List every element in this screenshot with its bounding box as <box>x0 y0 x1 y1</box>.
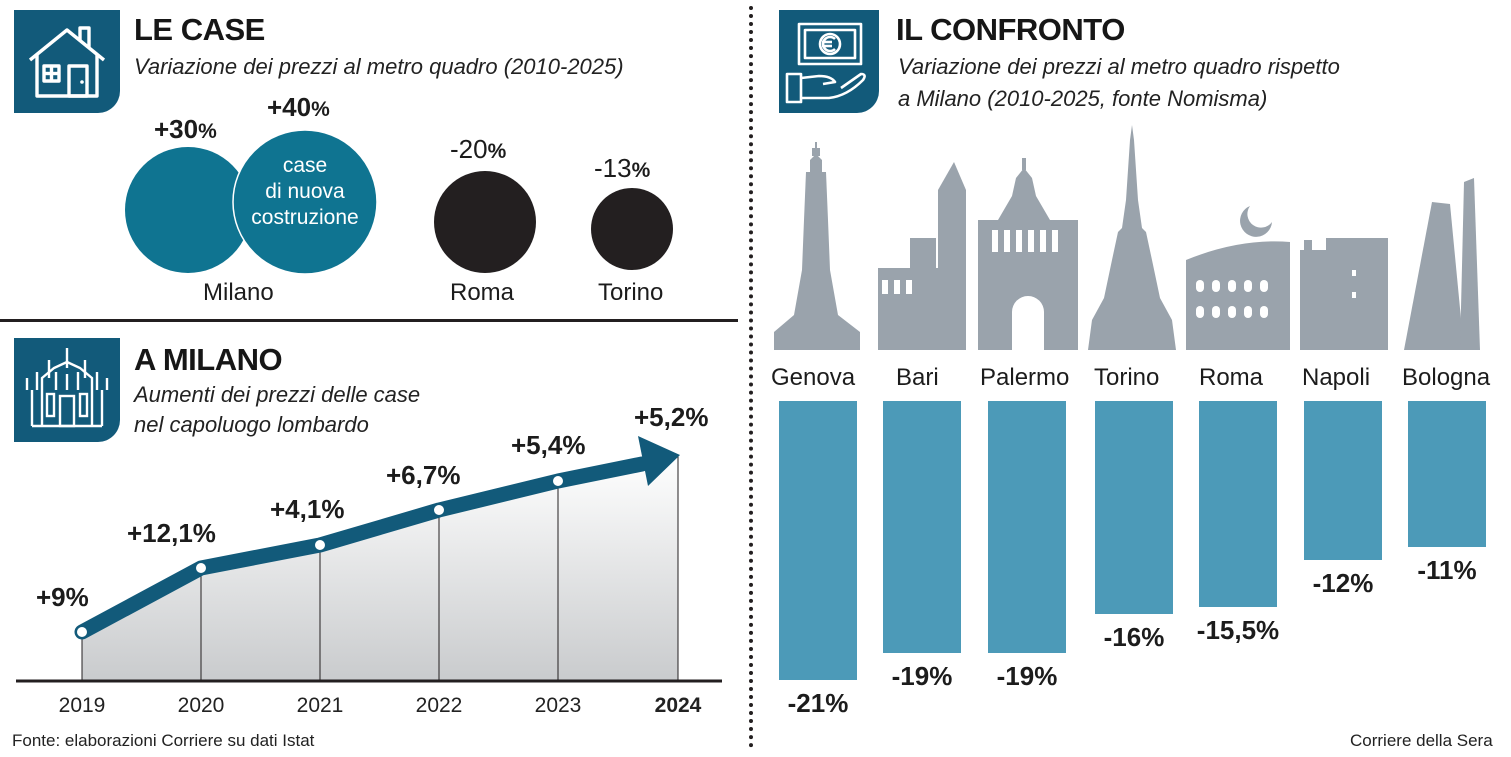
le-case-title: LE CASE <box>134 12 265 47</box>
roma-pct-value: -20 <box>450 134 488 164</box>
bar-torino <box>1095 401 1173 614</box>
roma-label: Roma <box>450 279 515 306</box>
city-label-palermo: Palermo <box>980 364 1070 391</box>
torino-mole-silhouette <box>1088 125 1176 350</box>
year-label-2023: 2023 <box>534 694 582 717</box>
new-pct-value: +40 <box>267 92 312 122</box>
value-label-2020: +12,1% <box>127 518 216 548</box>
house-icon <box>28 26 106 98</box>
value-label-2023: +5,4% <box>511 430 586 460</box>
bar-label-napoli: -12% <box>1312 568 1374 599</box>
city-label-torino: Torino <box>1094 364 1160 391</box>
a-milano-icon-box <box>14 338 120 442</box>
value-label-2022: +6,7% <box>386 460 461 490</box>
year-label-2022: 2022 <box>415 694 463 717</box>
bar-roma <box>1199 401 1277 607</box>
palermo-silhouette <box>978 158 1078 350</box>
torino-pct-sign: % <box>631 159 651 182</box>
bar-label-bari: -19% <box>891 661 953 692</box>
bar-bari <box>883 401 961 654</box>
city-label-bologna: Bologna <box>1402 364 1491 391</box>
new-construction-label: case di nuova costruzione <box>235 153 375 231</box>
il-confronto-subtitle-2: a Milano (2010-2025, fonte Nomisma) <box>898 86 1268 111</box>
duomo-icon <box>25 348 109 428</box>
bar-bologna <box>1408 401 1486 548</box>
value-label-2024: +5,2% <box>634 402 709 432</box>
section-divider-horizontal <box>0 319 738 322</box>
bologna-towers-silhouette <box>1404 178 1480 350</box>
milano-circle <box>125 147 251 273</box>
money-hand-icon <box>785 22 866 104</box>
bar-label-palermo: -19% <box>996 661 1058 692</box>
roma-pct-label: -20% <box>450 134 506 165</box>
roma-colosseo-silhouette <box>1186 206 1290 350</box>
bar-label-roma: -15,5% <box>1196 614 1280 645</box>
le-case-subtitle: Variazione dei prezzi al metro quadro (2… <box>134 54 624 79</box>
new-label-line-2: di nuova <box>265 180 345 203</box>
section-divider-vertical <box>749 6 753 748</box>
bar-palermo <box>988 401 1066 654</box>
a-milano-subtitle-1: Aumenti dei prezzi delle case <box>134 382 421 407</box>
value-label-2021: +4,1% <box>270 494 345 524</box>
point-2020 <box>194 561 208 575</box>
cities-skyline <box>774 125 1480 350</box>
milano-trend-chart <box>16 436 722 683</box>
a-milano-title: A MILANO <box>134 342 283 377</box>
bar-genova <box>779 401 857 680</box>
point-2022 <box>432 503 446 517</box>
year-label-2019: 2019 <box>58 694 106 717</box>
bari-silhouette <box>878 162 966 350</box>
new-label-line-1: case <box>282 154 328 177</box>
il-confronto-subtitle-1: Variazione dei prezzi al metro quadro ri… <box>898 54 1340 79</box>
city-label-genova: Genova <box>771 364 856 391</box>
year-label-2021: 2021 <box>296 694 344 717</box>
a-milano-subtitle-2: nel capoluogo lombardo <box>134 412 369 437</box>
new-pct-label: +40% <box>267 92 330 123</box>
bar-label-bologna: -11% <box>1417 555 1477 586</box>
city-label-roma: Roma <box>1199 364 1264 391</box>
year-label-2020: 2020 <box>177 694 225 717</box>
bar-label-torino: -16% <box>1103 621 1165 652</box>
year-label-2024: 2024 <box>654 694 702 717</box>
genova-lighthouse-silhouette <box>774 142 860 350</box>
trend-line <box>74 456 650 640</box>
footer-source: Fonte: elaborazioni Corriere su dati Ist… <box>12 731 315 750</box>
bar-napoli <box>1304 401 1382 561</box>
roma-circle <box>434 171 536 273</box>
il-confronto-title: IL CONFRONTO <box>896 12 1125 47</box>
point-2021 <box>313 538 327 552</box>
milano-pct-label: +30% <box>154 114 217 145</box>
torino-pct-label: -13% <box>594 153 650 184</box>
new-label-line-3: costruzione <box>251 206 359 229</box>
trend-arrowhead <box>638 436 680 486</box>
footer-credit: Corriere della Sera <box>1350 731 1493 750</box>
le-case-icon-box <box>14 10 120 113</box>
city-label-bari: Bari <box>896 364 939 391</box>
le-case-circles <box>125 129 673 275</box>
milano-label: Milano <box>203 279 274 306</box>
torino-pct-value: -13 <box>594 153 632 183</box>
value-label-2019: +9% <box>36 582 89 612</box>
new-construction-circle <box>232 129 378 275</box>
napoli-castle-silhouette <box>1300 238 1388 350</box>
bar-label-genova: -21% <box>787 688 849 718</box>
trend-area-fill <box>82 455 678 681</box>
il-confronto-icon-box <box>779 10 879 113</box>
city-label-napoli: Napoli <box>1302 364 1371 391</box>
point-2019 <box>75 625 89 639</box>
new-pct-sign: % <box>311 98 330 121</box>
milano-pct-sign: % <box>198 120 217 143</box>
torino-circle <box>591 188 673 270</box>
roma-pct-sign: % <box>487 140 507 163</box>
milano-pct-value: +30 <box>154 114 199 144</box>
torino-label: Torino <box>598 279 664 306</box>
point-2023 <box>551 474 565 488</box>
